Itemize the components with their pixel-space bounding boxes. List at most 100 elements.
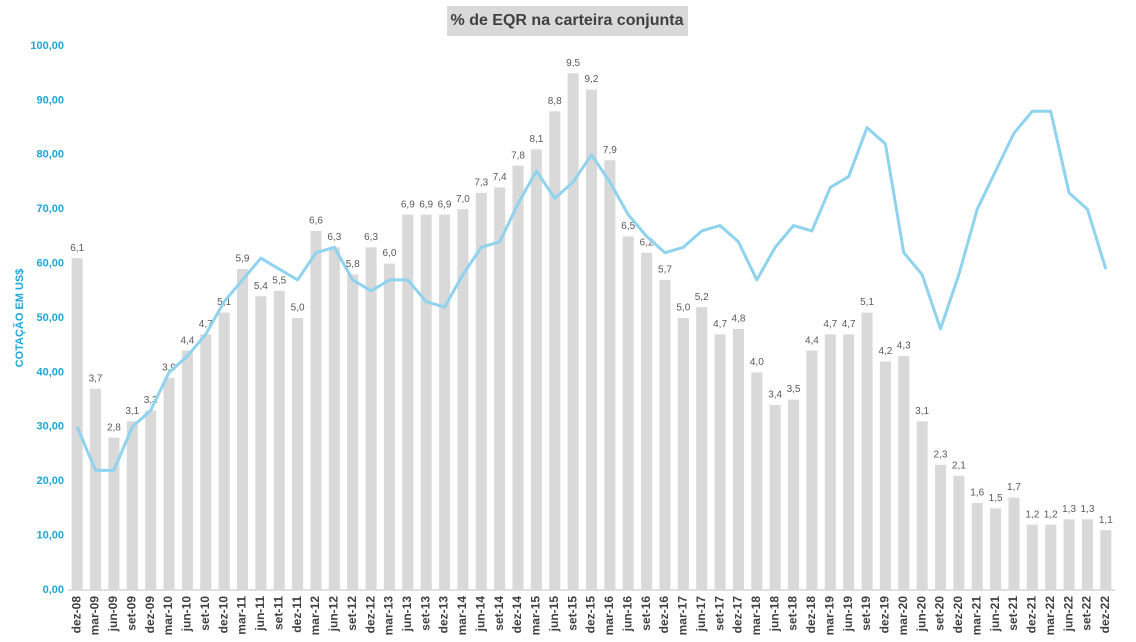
data-label: 4,7 bbox=[713, 319, 727, 330]
x-tick-label: mar-10 bbox=[161, 596, 175, 636]
y-tick-label: 70,00 bbox=[36, 203, 64, 215]
data-label: 5,7 bbox=[658, 265, 672, 276]
x-tick-label: mar-21 bbox=[969, 596, 983, 636]
data-label: 6,9 bbox=[401, 199, 415, 210]
y-tick-label: 90,00 bbox=[36, 94, 64, 106]
x-tick-label: dez-09 bbox=[143, 596, 157, 634]
y-tick-label: 0,00 bbox=[43, 584, 64, 596]
bar bbox=[843, 334, 855, 590]
bar bbox=[71, 258, 83, 590]
data-label: 1,6 bbox=[970, 488, 984, 499]
data-label: 5,1 bbox=[860, 297, 874, 308]
bar bbox=[714, 334, 726, 590]
x-tick-label: set-17 bbox=[712, 596, 726, 631]
chart-title: % de EQR na carteira conjunta bbox=[451, 12, 684, 29]
y-axis-label: COTAÇÃO EM US$ bbox=[13, 269, 26, 368]
data-label: 3,3 bbox=[144, 395, 158, 406]
bar bbox=[218, 312, 230, 590]
y-tick-label: 20,00 bbox=[36, 475, 64, 487]
data-label: 3,5 bbox=[787, 384, 801, 395]
data-label: 4,7 bbox=[199, 319, 213, 330]
x-tick-label: mar-13 bbox=[382, 596, 396, 636]
x-tick-label: set-15 bbox=[565, 596, 579, 631]
bar bbox=[1008, 497, 1020, 590]
x-tick-label: jun-22 bbox=[1061, 596, 1075, 633]
x-tick-label: dez-14 bbox=[510, 596, 524, 634]
bar bbox=[530, 149, 542, 591]
data-label: 6,6 bbox=[309, 216, 323, 227]
data-label: 6,3 bbox=[327, 232, 341, 243]
y-tick-label: 50,00 bbox=[36, 312, 64, 324]
bar bbox=[732, 328, 744, 590]
x-tick-label: jun-11 bbox=[253, 596, 267, 632]
data-label: 6,2 bbox=[640, 237, 654, 248]
bar bbox=[806, 350, 818, 590]
data-label: 5,8 bbox=[346, 259, 360, 270]
bar bbox=[696, 307, 708, 590]
x-tick-label: jun-14 bbox=[473, 596, 487, 633]
x-tick-label: mar-20 bbox=[896, 596, 910, 636]
x-tick-label: dez-17 bbox=[731, 596, 745, 634]
x-tick-label: jun-18 bbox=[767, 596, 781, 633]
x-tick-label: set-10 bbox=[198, 596, 212, 631]
bar bbox=[1026, 524, 1038, 590]
data-label: 1,3 bbox=[1062, 504, 1076, 515]
data-label: 3,1 bbox=[915, 406, 929, 417]
x-tick-label: mar-11 bbox=[235, 596, 249, 635]
bar bbox=[163, 377, 175, 590]
data-label: 5,2 bbox=[695, 292, 709, 303]
x-tick-label: dez-12 bbox=[363, 596, 377, 634]
data-label: 3,1 bbox=[125, 406, 139, 417]
y-tick-label: 10,00 bbox=[36, 530, 64, 542]
bar bbox=[273, 290, 285, 590]
bar bbox=[108, 437, 120, 590]
bar bbox=[420, 214, 432, 590]
x-tick-label: mar-14 bbox=[455, 596, 469, 636]
bar bbox=[310, 230, 322, 590]
title-box bbox=[447, 6, 688, 36]
x-tick-label: set-14 bbox=[492, 596, 506, 631]
x-tick-label: mar-15 bbox=[529, 596, 543, 636]
x-tick-label: jun-20 bbox=[914, 596, 928, 633]
bar bbox=[236, 269, 249, 590]
x-tick-label: mar-22 bbox=[1043, 596, 1057, 636]
bar bbox=[677, 318, 689, 590]
data-label: 3,4 bbox=[768, 390, 782, 401]
bar bbox=[916, 421, 928, 590]
x-tick-label: dez-11 bbox=[290, 596, 304, 633]
x-tick-label: set-18 bbox=[786, 596, 800, 631]
bar bbox=[145, 410, 157, 590]
data-label: 9,5 bbox=[566, 58, 580, 69]
bar bbox=[90, 388, 102, 590]
bar bbox=[1081, 519, 1093, 590]
data-label: 6,9 bbox=[419, 199, 433, 210]
data-label: 3,9 bbox=[162, 362, 176, 373]
x-tick-label: jun-16 bbox=[620, 596, 634, 633]
bar bbox=[953, 475, 965, 590]
data-label: 2,8 bbox=[107, 422, 121, 433]
data-label: 4,0 bbox=[750, 357, 764, 368]
x-tick-label: set-21 bbox=[1006, 596, 1020, 631]
bar bbox=[402, 214, 414, 590]
x-tick-label: set-12 bbox=[345, 596, 359, 631]
x-tick-label: mar-09 bbox=[88, 596, 102, 636]
data-label: 6,0 bbox=[382, 248, 396, 259]
x-tick-label: mar-17 bbox=[676, 596, 690, 636]
x-tick-label: dez-19 bbox=[878, 596, 892, 634]
x-tick-label: jun-12 bbox=[327, 596, 341, 633]
bar bbox=[475, 192, 487, 590]
data-label: 6,3 bbox=[364, 232, 378, 243]
bar bbox=[255, 296, 267, 590]
bar bbox=[567, 73, 579, 590]
data-label: 4,4 bbox=[805, 335, 819, 346]
y-tick-label: 100,00 bbox=[30, 40, 64, 52]
bar bbox=[824, 334, 836, 590]
data-label: 1,2 bbox=[1044, 509, 1058, 520]
x-tick-label: jun-17 bbox=[694, 596, 708, 633]
data-label: 1,1 bbox=[1099, 515, 1113, 526]
bar bbox=[457, 209, 469, 590]
bar bbox=[1045, 524, 1057, 590]
data-label: 6,1 bbox=[70, 243, 84, 254]
bar bbox=[347, 274, 359, 590]
